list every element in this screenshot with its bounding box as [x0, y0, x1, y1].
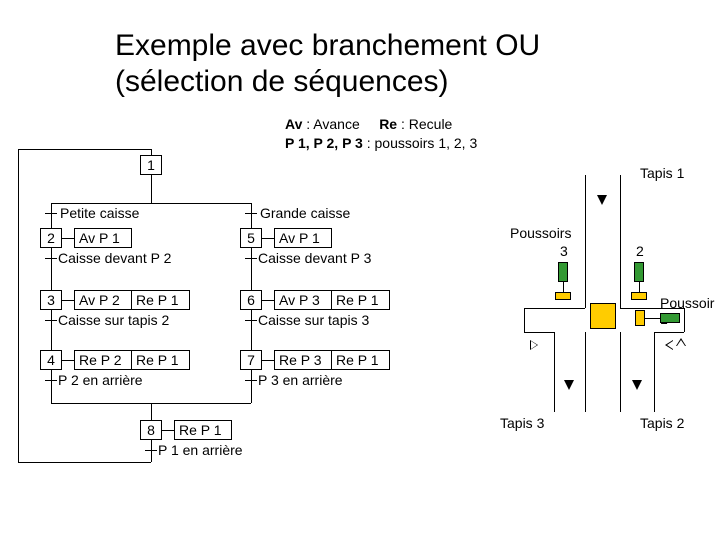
step-1: 1 — [140, 155, 162, 175]
line — [262, 238, 274, 239]
step-8: 8 — [140, 420, 162, 440]
rail — [554, 332, 555, 412]
line — [62, 300, 74, 301]
tapis3-label: Tapis 3 — [500, 415, 544, 431]
triangle-mask — [667, 341, 673, 349]
trans-p1ar: P 1 en arrière — [158, 442, 243, 458]
rail — [585, 332, 586, 412]
frame — [524, 308, 585, 309]
caisse — [590, 303, 616, 329]
trans-cst3: Caisse sur tapis 3 — [258, 312, 369, 328]
rod — [639, 282, 640, 292]
trans-p2ar: P 2 en arrière — [58, 372, 143, 388]
tapis1-label: Tapis 1 — [640, 165, 684, 181]
step-5: 5 — [240, 228, 262, 248]
poussoir3-head — [555, 292, 571, 300]
line — [151, 403, 152, 420]
frame — [654, 332, 684, 333]
action-6a: Av P 3 — [274, 290, 332, 310]
action-6b: Re P 1 — [332, 290, 390, 310]
step-4: 4 — [40, 350, 62, 370]
line — [51, 203, 251, 204]
legend-av-text: : Avance — [302, 116, 359, 132]
action-4a: Re P 2 — [74, 350, 132, 370]
step-3: 3 — [40, 290, 62, 310]
action-8: Re P 1 — [174, 420, 232, 440]
legend-av-key: Av — [285, 116, 302, 132]
line — [151, 440, 152, 462]
rail — [654, 332, 655, 412]
line — [18, 462, 151, 463]
frame — [524, 332, 554, 333]
arrow-down-icon — [597, 195, 607, 205]
line — [62, 360, 74, 361]
triangle-mask — [677, 340, 685, 346]
tick — [245, 320, 257, 321]
legend-re-key: Re — [379, 116, 397, 132]
action-7b: Re P 1 — [332, 350, 390, 370]
page-title: Exemple avec branchement OU (sélection d… — [115, 28, 540, 100]
tapis2-label: Tapis 2 — [640, 415, 684, 431]
step-7: 7 — [240, 350, 262, 370]
rail — [620, 175, 621, 275]
legend-p-text: : poussoirs 1, 2, 3 — [363, 135, 477, 151]
line — [18, 149, 19, 462]
action-7a: Re P 3 — [274, 350, 332, 370]
line — [18, 149, 151, 150]
tick — [145, 450, 157, 451]
tick — [45, 213, 57, 214]
action-4b: Re P 1 — [132, 350, 190, 370]
legend: Av : Avance Re : Recule P 1, P 2, P 3 : … — [285, 115, 477, 153]
poussoir2-head — [631, 292, 647, 300]
step-6: 6 — [240, 290, 262, 310]
line — [151, 175, 152, 203]
line — [262, 300, 274, 301]
tick — [45, 320, 57, 321]
poussoir2-num: 2 — [636, 243, 644, 259]
action-5: Av P 1 — [274, 228, 332, 248]
line — [151, 149, 152, 155]
trans-cdp2: Caisse devant P 2 — [58, 250, 171, 266]
poussoir2-body — [634, 262, 644, 282]
action-3b: Re P 1 — [132, 290, 190, 310]
trans-petite: Petite caisse — [60, 205, 139, 221]
title-line1: Exemple avec branchement OU — [115, 29, 540, 62]
triangle-mask — [531, 341, 537, 349]
arrow-down-icon — [632, 380, 642, 390]
rod — [563, 282, 564, 292]
line — [262, 360, 274, 361]
legend-p-key: P 1, P 2, P 3 — [285, 135, 363, 151]
legend-re-text: : Recule — [397, 116, 452, 132]
action-2: Av P 1 — [74, 228, 132, 248]
tick — [245, 213, 257, 214]
poussoir3-body — [558, 262, 568, 282]
trans-cdp3: Caisse devant P 3 — [258, 250, 371, 266]
step-2: 2 — [40, 228, 62, 248]
rod — [645, 318, 660, 319]
stage: { "title_line1": "Exemple avec brancheme… — [0, 0, 720, 540]
frame — [524, 308, 525, 332]
action-3a: Av P 2 — [74, 290, 132, 310]
rail — [620, 332, 621, 412]
poussoir3-num: 3 — [560, 243, 568, 259]
frame — [684, 308, 685, 332]
trans-p3ar: P 3 en arrière — [258, 372, 343, 388]
poussoir1-body — [660, 313, 680, 323]
poussoirs-label: Poussoirs — [510, 225, 571, 241]
rail — [585, 275, 586, 308]
rail — [585, 175, 586, 275]
tick — [245, 258, 257, 259]
tick — [45, 380, 57, 381]
trans-cst2: Caisse sur tapis 2 — [58, 312, 169, 328]
frame — [620, 308, 684, 309]
title-line2: (sélection de séquences) — [115, 65, 449, 98]
trans-grande: Grande caisse — [260, 205, 350, 221]
poussoir1-head — [635, 310, 645, 326]
tick — [245, 380, 257, 381]
tick — [45, 258, 57, 259]
rail — [620, 275, 621, 308]
line — [62, 238, 74, 239]
line — [162, 430, 174, 431]
arrow-down-icon — [564, 380, 574, 390]
